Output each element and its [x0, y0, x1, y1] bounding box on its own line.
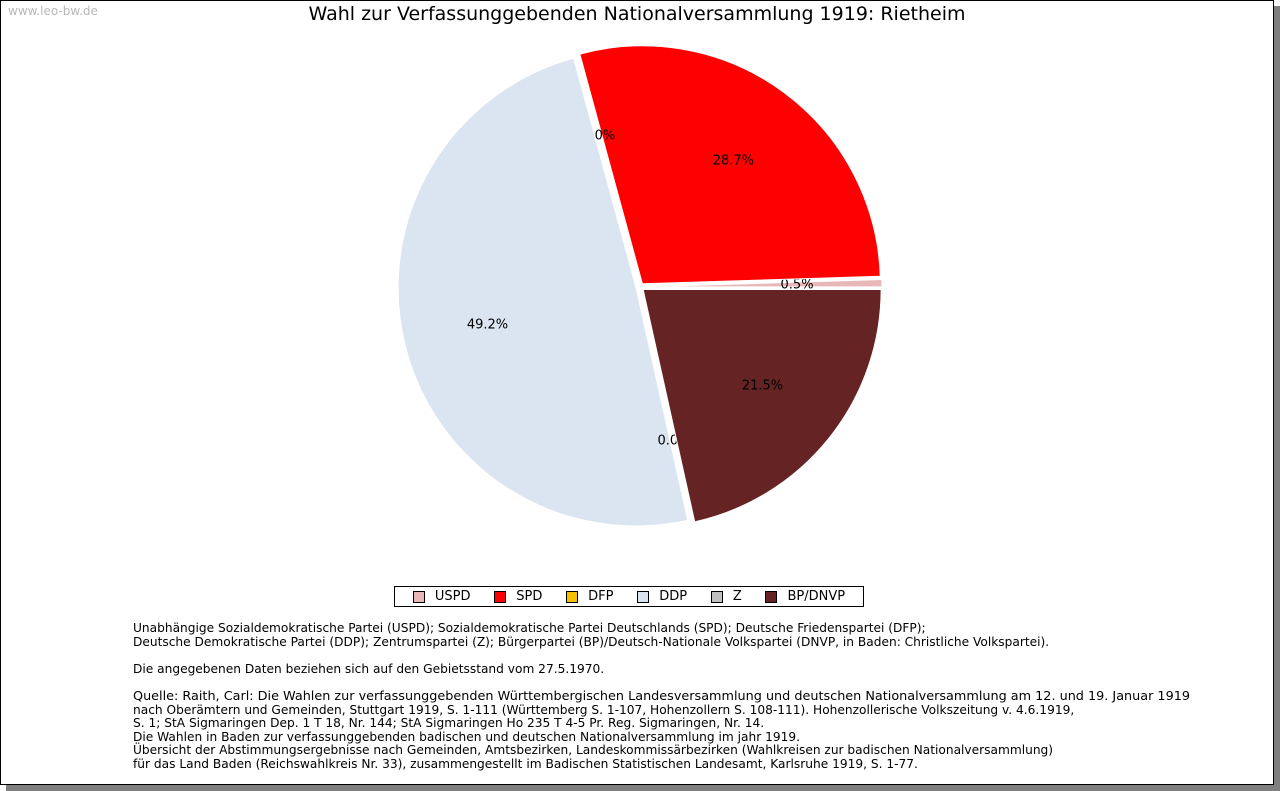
source-line-4: Die Wahlen in Baden zur verfassunggebend… — [133, 729, 800, 744]
legend-item-spd: SPD — [494, 589, 542, 604]
pie-slice-bp-dnvp — [642, 289, 882, 523]
chart-notes: Unabhängige Sozialdemokratische Partei (… — [133, 621, 1253, 772]
legend-swatch-uspd — [412, 590, 425, 603]
gebietsstand-note: Die angegebenen Daten beziehen sich auf … — [133, 661, 605, 676]
chart-title: Wahl zur Verfassunggebenden Nationalvers… — [308, 3, 966, 25]
legend-label-ddp: DDP — [659, 589, 688, 604]
legend-label-bp-dnvp: BP/DNVP — [787, 589, 846, 604]
legend-swatch-spd — [494, 590, 507, 603]
legend-swatch-ddp — [637, 590, 650, 603]
source-line-1: Quelle: Raith, Carl: Die Wahlen zur verf… — [133, 688, 1190, 704]
pie-label-bp-dnvp: 21.5% — [742, 378, 783, 393]
legend-item-dfp: DFP — [566, 589, 613, 604]
pie-label-ddp: 49.2% — [467, 318, 508, 333]
pie-slice-uspd — [643, 278, 883, 288]
source-line-5: Übersicht der Abstimmungsergebnisse nach… — [133, 743, 1054, 758]
watermark: www.leo-bw.de — [8, 4, 98, 18]
legend-item-z: Z — [710, 589, 742, 604]
legend-swatch-bp-dnvp — [765, 590, 778, 603]
legend-swatch-dfp — [566, 590, 579, 603]
legend-item-bp-dnvp: BP/DNVP — [765, 589, 845, 604]
source-line-3: S. 1; StA Sigmaringen Dep. 1 T 18, Nr. 1… — [133, 716, 765, 731]
legend-item-ddp: DDP — [637, 589, 687, 604]
abbr-line-1: Unabhängige Sozialdemokratische Partei (… — [133, 621, 926, 635]
abbr-line-2: Deutsche Demokratische Partei (DDP); Zen… — [133, 634, 1050, 649]
legend-label-z: Z — [732, 589, 742, 604]
source-line-2: nach Oberämtern und Gemeinden, Stuttgart… — [133, 702, 1075, 717]
legend-label-uspd: USPD — [434, 589, 471, 604]
legend-swatch-z — [710, 590, 723, 603]
legend: USPD SPD DFP DDP Z BP/DNVP — [394, 586, 864, 607]
pie-slice-ddp — [397, 57, 689, 527]
frame-shadow-bottom — [6, 785, 1280, 791]
frame-shadow-right — [1274, 6, 1280, 791]
legend-item-uspd: USPD — [412, 589, 471, 604]
legend-label-spd: SPD — [516, 589, 543, 604]
source-line-6: für das Land Baden (Reichswahlkreis Nr. … — [133, 756, 918, 771]
pie-slice-spd — [579, 45, 881, 285]
legend-label-dfp: DFP — [588, 589, 614, 604]
pie-label-uspd: 0.5% — [781, 278, 814, 293]
pie-label-spd: 28.7% — [713, 154, 754, 169]
